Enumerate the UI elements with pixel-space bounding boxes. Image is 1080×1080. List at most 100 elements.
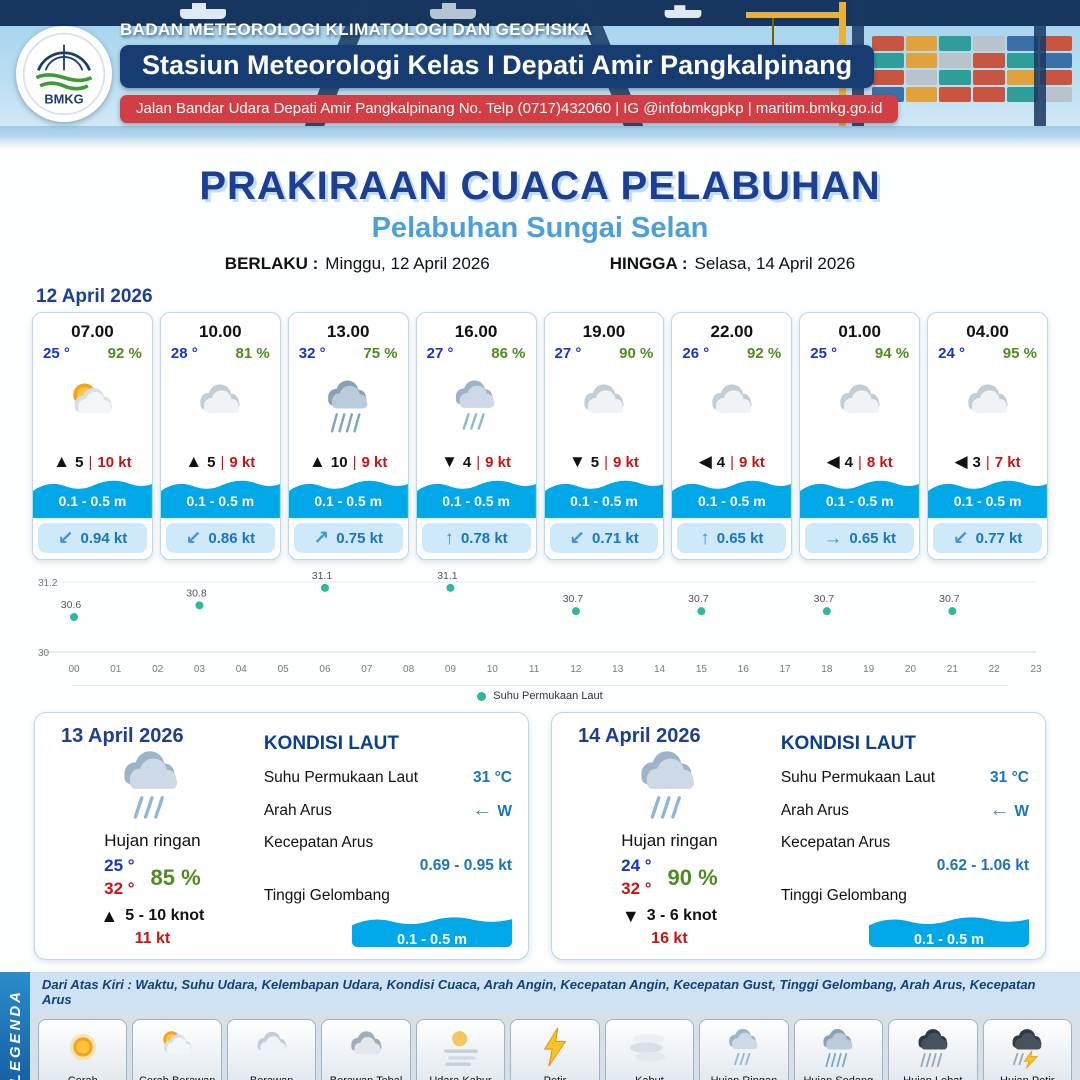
svg-text:19: 19 — [863, 664, 875, 675]
legend-item-label: Cerah — [68, 1075, 98, 1080]
wave-graphic — [672, 480, 792, 518]
temperature: 24 ° — [938, 345, 965, 362]
wind-row: ▲ 5 | 10 kt — [33, 448, 152, 476]
legend-items: Cerah Cerah Berawan Berawan Berawan Teba… — [30, 1012, 1080, 1080]
station-address: Jalan Bandar Udara Depati Amir Pangkalpi… — [120, 95, 899, 123]
wind-row: ▲ 5 | 9 kt — [161, 448, 280, 476]
sea-conditions-title: KONDISI LAUT — [263, 733, 399, 754]
chart-legend-label: Suhu Permukaan Laut — [493, 690, 603, 702]
svg-text:15: 15 — [696, 664, 708, 675]
wind-speed: 10 — [330, 453, 348, 471]
hourly-cards: 07.00 25 ° 92 % ▲ 5 | 10 kt 0.1 - 0.5 m … — [0, 312, 1080, 560]
temperature-max: 32 ° — [104, 878, 135, 898]
header-text: BADAN METEOROLOGI KLIMATOLOGI DAN GEOFIS… — [120, 20, 899, 123]
daily-weather-summary: 14 April 2026 Hujan ringan 24 ° 32 ° 90 … — [568, 725, 771, 947]
port-skyline — [0, 0, 1080, 26]
terminal-floor — [0, 126, 1080, 150]
svg-text:21: 21 — [947, 664, 959, 675]
gust-speed: 16 kt — [651, 929, 688, 947]
hourly-card: 10.00 28 ° 81 % ▲ 5 | 9 kt 0.1 - 0.5 m ↙… — [159, 312, 281, 560]
svg-text:18: 18 — [821, 664, 833, 675]
current-speed-value: 0.62 - 1.06 kt — [936, 857, 1029, 874]
wave-height-label: Tinggi Gelombang — [263, 887, 390, 904]
current-speed: 0.94 kt — [80, 529, 128, 547]
legend-item: Hujan Ringan — [699, 1019, 789, 1080]
daily-card: 14 April 2026 Hujan ringan 24 ° 32 ° 90 … — [551, 712, 1046, 960]
wind-row: ◀ 4 | 8 kt — [800, 448, 919, 476]
legend-item: Kabut — [604, 1019, 695, 1080]
current-row: ↙ 0.77 kt — [933, 523, 1042, 553]
time-label: 22.00 — [710, 322, 754, 341]
weather-icon — [617, 748, 721, 831]
daily-temps: 25 ° 32 ° 85 % — [104, 855, 201, 901]
header: BMKG BADAN METEOROLOGI KLIMATOLOGI DAN G… — [0, 0, 1080, 150]
divider: | — [730, 453, 735, 471]
wave-graphic — [33, 480, 152, 518]
station-name: Stasiun Meteorologi Kelas I Depati Amir … — [120, 45, 875, 88]
wind-speed: 3 — [972, 453, 981, 471]
gust-speed: 9 kt — [485, 453, 512, 471]
svg-text:11: 11 — [529, 664, 540, 675]
svg-text:31.1: 31.1 — [437, 570, 458, 582]
daily-cards: 13 April 2026 Hujan ringan 25 ° 32 ° 85 … — [0, 712, 1080, 960]
wave-height-value: 0.1 - 0.5 m — [953, 493, 1022, 509]
svg-text:20: 20 — [905, 664, 917, 675]
legend-item-label: Hujan Petir — [1000, 1075, 1054, 1080]
wave-height-band: 0.1 - 0.5 m — [288, 476, 408, 518]
humidity: 92 % — [107, 345, 142, 362]
gust-speed: 11 kt — [134, 929, 171, 947]
legend-note: Dari Atas Kiri : Waktu, Suhu Udara, Kele… — [30, 972, 1080, 1012]
wind-speed: 5 — [75, 453, 84, 471]
legend-title-band: LEGENDA — [0, 972, 30, 1080]
wind-row: ▲ 10 | 9 kt — [289, 448, 408, 476]
current-speed-row: Kecepatan Arus 0.62 - 1.06 kt — [781, 834, 1029, 875]
humidity: 75 % — [363, 345, 398, 362]
wave-height-band: 0.1 - 0.5 m — [869, 913, 1029, 947]
wind-speed: 4 — [716, 453, 726, 471]
current-row: ↑ 0.78 kt — [421, 523, 531, 553]
wind-speed: 5 — [590, 453, 600, 471]
current-speed-label: Kecepatan Arus — [780, 834, 891, 851]
svg-text:12: 12 — [570, 664, 582, 675]
current-direction-row: Arah Arus ← W — [264, 799, 512, 822]
hourly-card: 07.00 25 ° 92 % ▲ 5 | 10 kt 0.1 - 0.5 m … — [32, 312, 153, 560]
svg-text:30.7: 30.7 — [939, 593, 960, 605]
current-direction-arrow-icon: ↙ — [57, 527, 74, 549]
page-title: PRAKIRAAN CUACA PELABUHAN — [199, 164, 881, 208]
current-direction-value: ← W — [989, 799, 1029, 822]
container-stack-illustration — [872, 36, 1072, 102]
temp-humidity-row: 28 ° 81 % — [161, 342, 280, 362]
hourly-card: 13.00 32 ° 75 % ▲ 10 | 9 kt 0.1 - 0.5 m … — [287, 312, 409, 560]
temperature: 25 ° — [810, 345, 838, 362]
temperature-min: 24 ° — [621, 856, 652, 875]
svg-text:30: 30 — [38, 648, 50, 659]
wave-graphic — [928, 480, 1047, 518]
svg-text:10: 10 — [487, 664, 499, 675]
wind-row: ◀ 4 | 9 kt — [672, 448, 791, 476]
divider: | — [88, 453, 93, 471]
legend-main: Dari Atas Kiri : Waktu, Suhu Udara, Kele… — [30, 972, 1080, 1080]
humidity: 92 % — [747, 345, 782, 362]
current-row: ↙ 0.86 kt — [165, 523, 275, 553]
hingga: HINGGA : Selasa, 14 April 2026 — [610, 254, 855, 274]
current-speed-row: Kecepatan Arus 0.69 - 0.95 kt — [264, 834, 512, 875]
legend-weather-icon — [434, 1025, 488, 1074]
weather-icon — [928, 362, 1047, 448]
wave-height-band: 0.1 - 0.5 m — [544, 476, 664, 518]
current-direction-arrow-icon: ↑ — [444, 527, 454, 549]
current-row: ↙ 0.71 kt — [549, 523, 659, 553]
hourly-card: 16.00 27 ° 86 % ▼ 4 | 9 kt 0.1 - 0.5 m ↑… — [415, 312, 537, 560]
humidity: 81 % — [235, 345, 270, 362]
wave-graphic — [869, 917, 1029, 947]
current-direction-arrow-icon: ↗ — [313, 527, 330, 549]
ship-icon — [664, 5, 702, 18]
legend-dot-icon — [477, 691, 487, 701]
wind-speed: 4 — [844, 453, 854, 471]
legend-item: Hujan Sedang — [793, 1019, 884, 1080]
legend-item: Cerah — [38, 1019, 128, 1080]
current-speed-label: Kecepatan Arus — [263, 834, 374, 851]
legend-item: Berawan Tebal — [321, 1019, 411, 1080]
legend-item-label: Hujan Sedang — [803, 1075, 873, 1080]
wave-height-band: 0.1 - 0.5 m — [928, 476, 1047, 518]
hourly-card: 22.00 26 ° 92 % ◀ 4 | 9 kt 0.1 - 0.5 m ↑… — [671, 312, 793, 560]
